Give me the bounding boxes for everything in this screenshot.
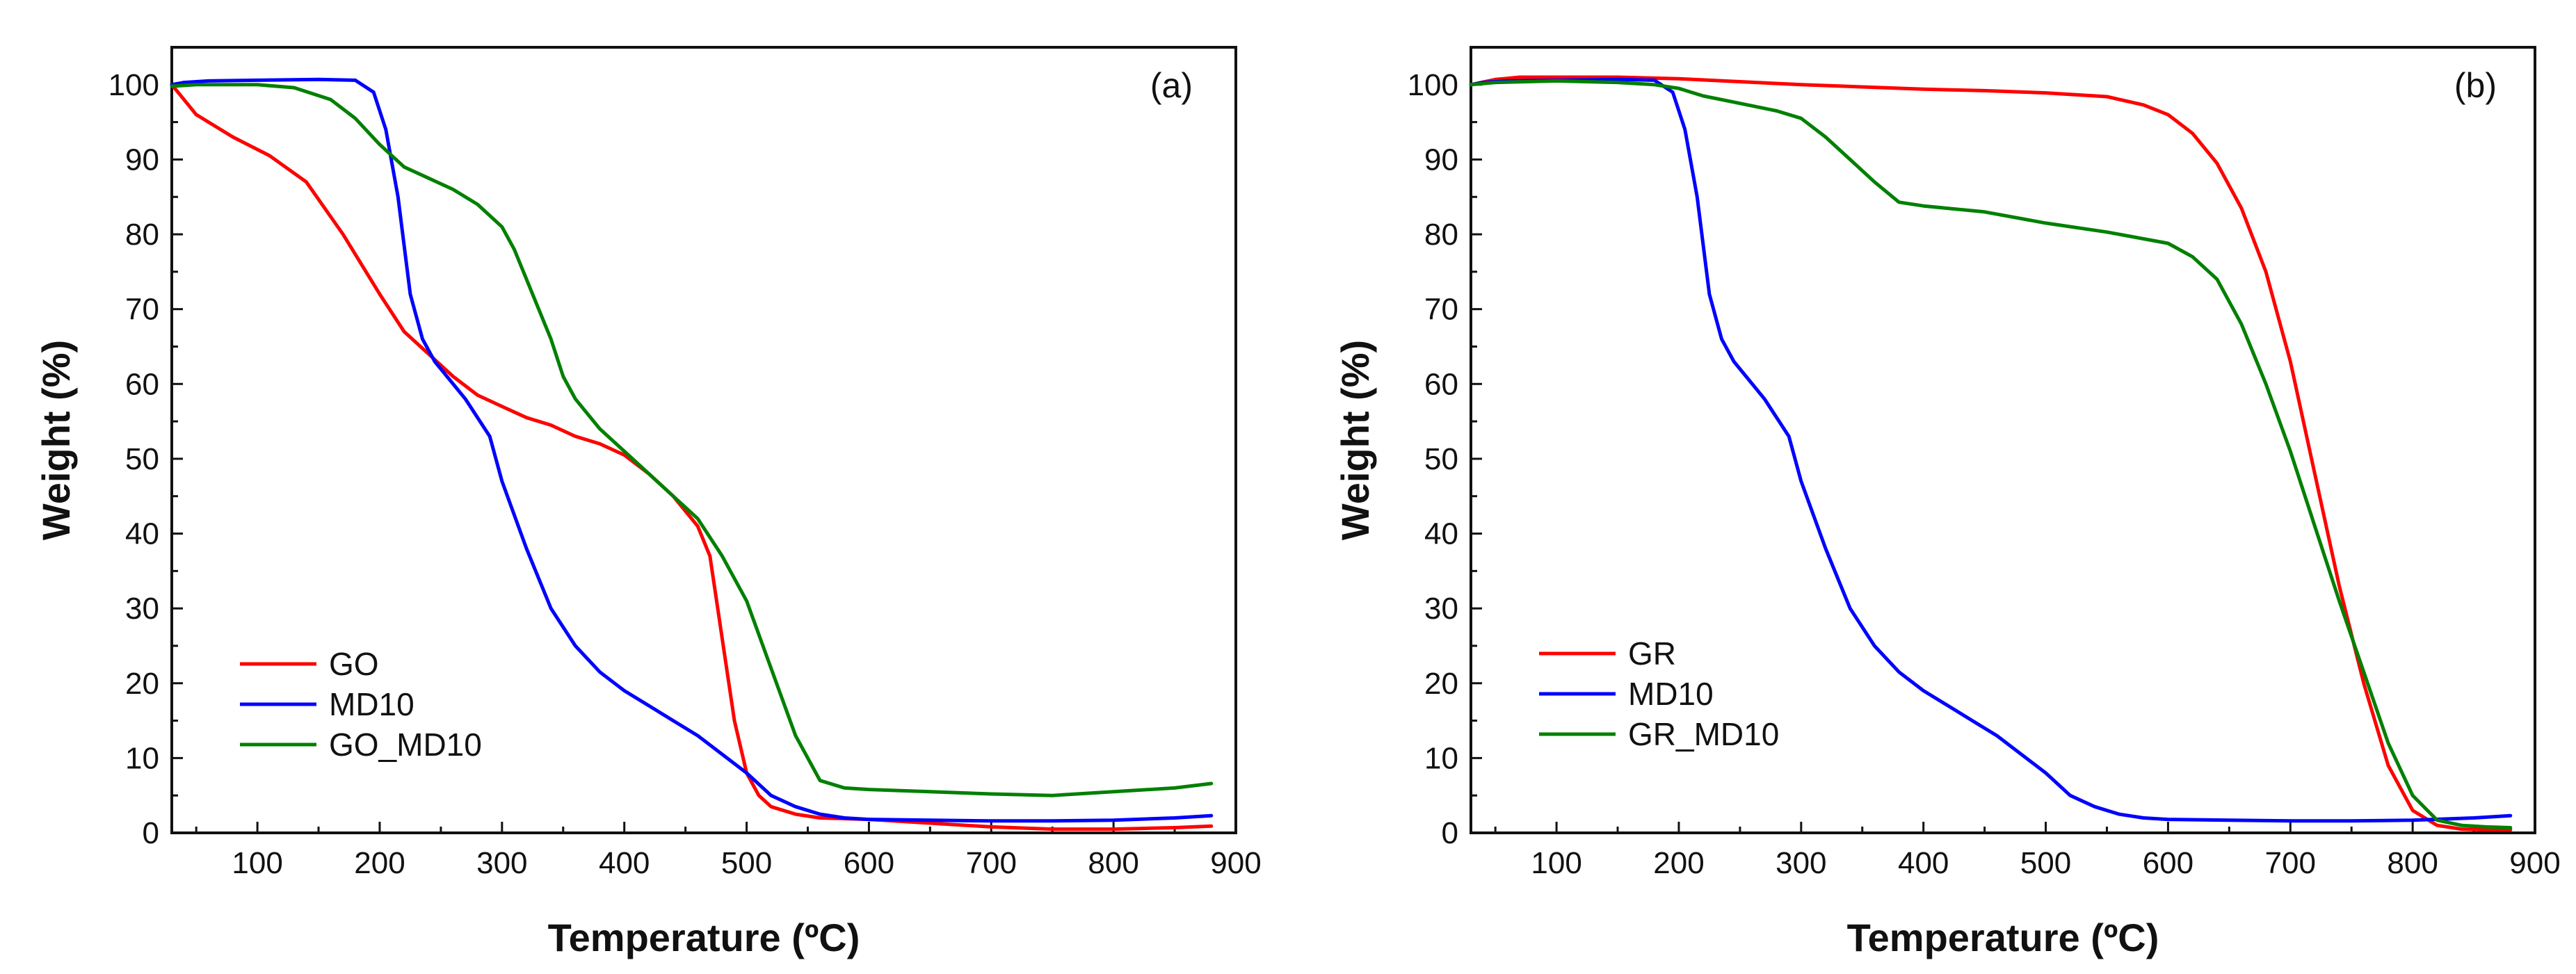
y-tick-label: 10 [1424,741,1458,775]
x-axis-title: Temperature (ºC) [548,916,860,959]
series-line-go-md10 [170,83,1214,797]
y-tick-label: 50 [125,442,159,476]
y-tick-label: 60 [125,367,159,401]
x-tick-label: 600 [844,846,894,880]
legend-label: MD10 [1628,676,1714,712]
x-tick-label: 100 [232,846,282,880]
y-tick-label: 90 [125,143,159,177]
x-tick-label: 400 [599,846,650,880]
x-tick-label: 700 [2265,846,2316,880]
x-tick-label: 200 [1653,846,1704,880]
panel-label: (a) [1150,66,1193,105]
series-line-md10 [1469,77,2513,823]
y-tick-label: 20 [125,667,159,701]
series-lines [170,77,1214,831]
series-lines [1469,75,2513,832]
panel-b: (b) Temperature (ºC) Weight (%) 100 200 30… [1333,46,2561,959]
x-tick-label: 500 [721,846,772,880]
x-tick-label: 300 [1776,846,1826,880]
legend: GO MD10 GO_MD10 [240,646,482,763]
y-tick-label: 100 [1408,68,1458,102]
legend-label: GR_MD10 [1628,716,1779,752]
series-line-gr-md10 [1469,79,2513,829]
series-line-gr [1469,75,2513,832]
x-tick-label: 800 [1088,846,1138,880]
y-tick-label: 0 [143,816,159,850]
y-tick-label: 100 [108,68,159,102]
y-tick-label: 10 [125,741,159,775]
legend-label: GR [1628,635,1676,672]
y-tick-label: 40 [1424,517,1458,551]
x-tick-label: 800 [2387,846,2438,880]
axis-ticks: 100 200 300 400 500 600 700 800 900 0 10 20 30 40 50 60… [108,68,1262,880]
y-tick-label: 30 [125,592,159,626]
y-tick-label: 70 [1424,293,1458,327]
x-axis-title: Temperature (ºC) [1847,916,2159,959]
x-tick-label: 400 [1898,846,1949,880]
x-tick-label: 100 [1531,846,1581,880]
legend-label: GO [329,646,379,682]
y-tick-label: 80 [1424,218,1458,252]
y-tick-label: 40 [125,517,159,551]
x-tick-label: 700 [966,846,1017,880]
series-line-go [170,83,1214,831]
x-tick-label: 600 [2143,846,2193,880]
plot-frame [170,46,1237,834]
series-line-md10 [170,77,1214,823]
panel-a: (a) Temperature (ºC) Weight (%) 100 200 30… [34,46,1262,959]
y-tick-label: 80 [125,218,159,252]
plot-frame [1470,46,2536,834]
x-tick-label: 300 [476,846,527,880]
legend-label: MD10 [329,686,414,722]
y-tick-label: 60 [1424,367,1458,401]
y-tick-label: 90 [1424,143,1458,177]
legend-label: GO_MD10 [329,727,482,763]
x-tick-label: 200 [354,846,405,880]
y-tick-label: 0 [1442,816,1458,850]
y-tick-label: 20 [1424,667,1458,701]
panel-label: (b) [2454,66,2497,105]
y-axis-title: Weight (%) [34,340,78,540]
x-tick-label: 900 [1210,846,1261,880]
y-tick-label: 70 [125,293,159,327]
y-axis-title: Weight (%) [1333,340,1377,540]
y-tick-label: 30 [1424,592,1458,626]
x-tick-label: 500 [2020,846,2071,880]
x-tick-label: 900 [2509,846,2560,880]
legend: GR MD10 GR_MD10 [1539,635,1779,752]
y-tick-label: 50 [1424,442,1458,476]
axis-ticks: 100 200 300 400 500 600 700 800 900 0 10 20 30 40 50 60… [1408,68,2561,880]
